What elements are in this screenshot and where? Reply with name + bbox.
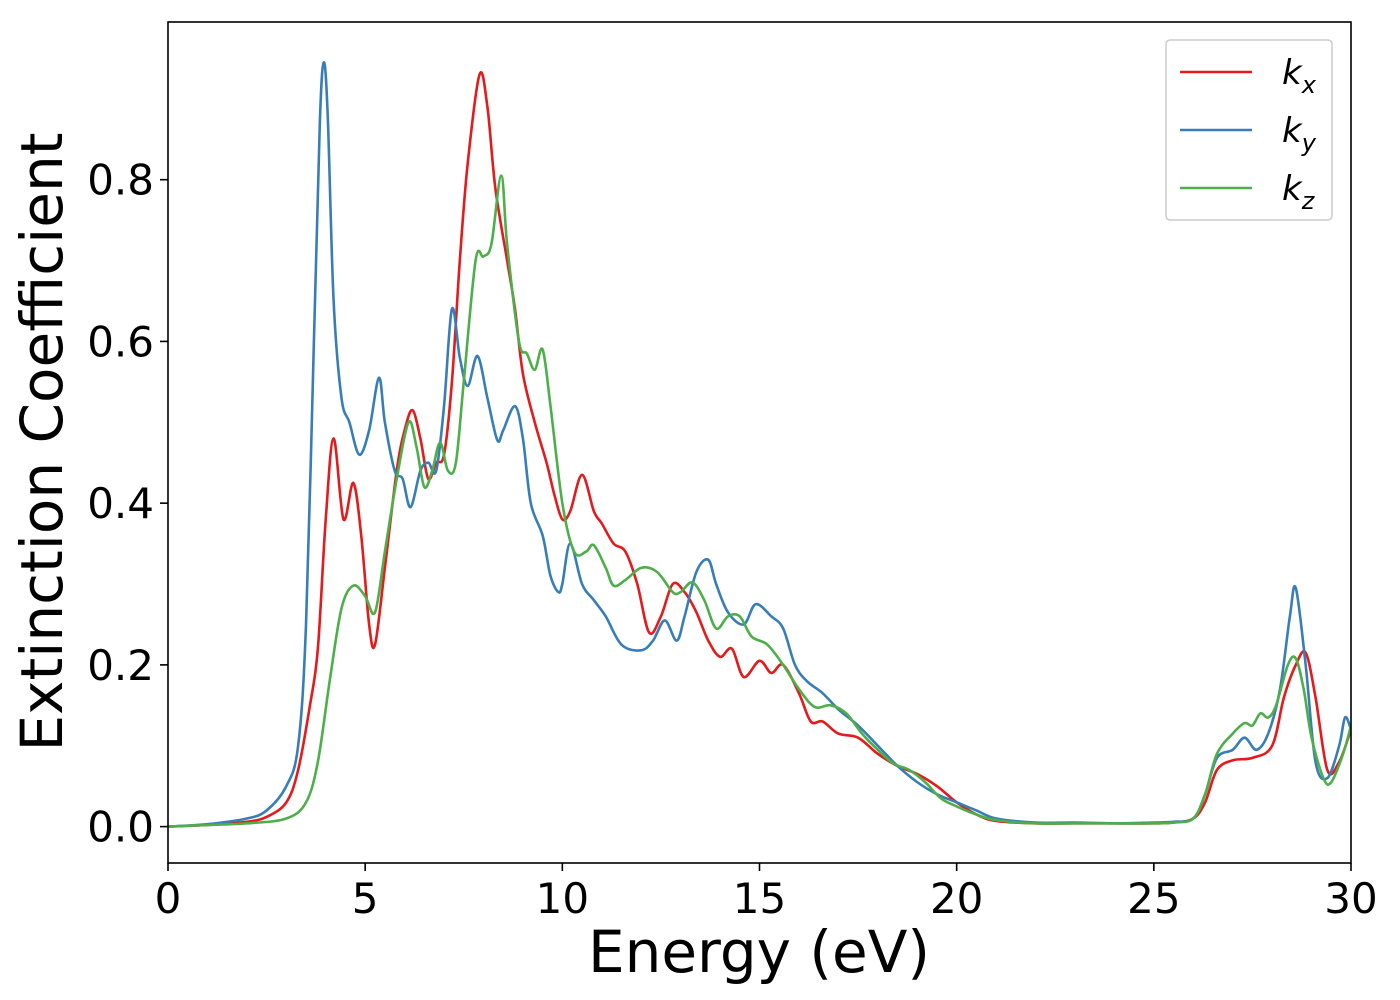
x-tick-label: 25: [1127, 874, 1180, 923]
y-tick-label: 0.2: [87, 641, 154, 690]
y-tick-label: 0.4: [87, 479, 154, 528]
x-tick-label: 30: [1324, 874, 1377, 923]
legend: kx ky kz: [1165, 39, 1333, 221]
x-tick-label: 10: [536, 874, 589, 923]
x-axis-label: Energy (eV): [588, 918, 930, 986]
y-tick-label: 0.8: [87, 156, 154, 205]
legend-label-x: kx: [1282, 53, 1317, 99]
legend-label-z: kz: [1282, 169, 1316, 215]
y-tick-label: 0.0: [87, 803, 154, 852]
series-layer: [168, 61, 1351, 828]
x-tick-label: 0: [155, 874, 182, 923]
series-line-z: [168, 174, 1351, 828]
y-tick-label: 0.6: [87, 317, 154, 366]
y-axis-label: Extinction Coefficient: [8, 133, 76, 752]
x-tick-label: 5: [352, 874, 379, 923]
x-tick-label: 15: [733, 874, 786, 923]
x-axis: 0 5 10 15 20 25 30: [155, 863, 1378, 923]
x-tick-label: 20: [930, 874, 983, 923]
legend-label-y: ky: [1282, 111, 1317, 157]
y-axis: 0.0 0.2 0.4 0.6 0.8: [87, 156, 168, 852]
